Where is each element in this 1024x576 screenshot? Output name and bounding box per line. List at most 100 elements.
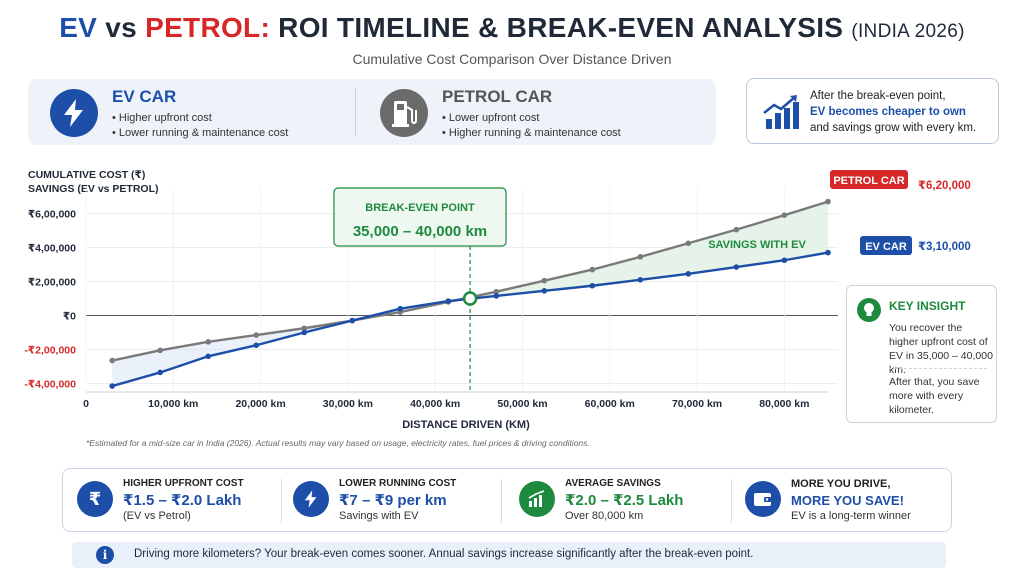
ev-series-label: EV CAR ₹3,10,000 (860, 236, 971, 255)
stat-sub: (EV vs Petrol) (123, 510, 191, 522)
ev-data-point (349, 317, 356, 324)
savings-label: SAVINGS WITH EV (708, 239, 806, 251)
stat-label: LOWER RUNNING COST (339, 478, 457, 489)
ev-data-point (589, 282, 596, 289)
y-tick-label: -₹4,00,000 (24, 379, 76, 391)
break-even-box (333, 187, 507, 247)
stat-value: MORE YOU SAVE! (791, 493, 904, 508)
ev-series-name: EV CAR (865, 241, 907, 253)
ev-data-point (781, 257, 788, 264)
petrol-data-point (825, 198, 831, 205)
petrol-label-bg (830, 170, 908, 189)
stat-upfront-cost: ₹ HIGHER UPFRONT COST ₹1.5 – ₹2.0 Lakh (… (77, 475, 277, 527)
petrol-data-point (733, 226, 740, 233)
stat-label: HIGHER UPFRONT COST (123, 478, 244, 489)
y-tick-label: ₹6,00,000 (28, 209, 76, 221)
savings-area (470, 201, 828, 299)
stat-sub: Over 80,000 km (565, 510, 644, 522)
petrol-car-summary: PETROL CAR Lower upfront cost Higher run… (380, 86, 690, 140)
break-even-marker (462, 291, 478, 306)
y-tick-label: -₹2,00,000 (24, 345, 76, 357)
banner-text: Driving more kilometers? Your break-even… (134, 548, 754, 560)
stat-value: ₹2.0 – ₹2.5 Lakh (565, 492, 684, 509)
x-tick-label: 70,000 km (672, 398, 722, 410)
grid (85, 188, 838, 393)
break-even-range: 35,000 – 40,000 km (353, 223, 487, 240)
stat-value: ₹1.5 – ₹2.0 Lakh (123, 492, 242, 509)
insight-text: You recover the higher upfront cost of E… (889, 322, 993, 376)
y-axis-title-line1: CUMULATIVE COST (₹) (28, 169, 145, 181)
y-axis-title-line2: SAVINGS (EV vs PETROL) (28, 183, 159, 195)
page-title: EV vs PETROL: ROI TIMELINE & BREAK-EVEN … (0, 12, 1024, 44)
x-tick-label: 30,000 km (323, 398, 373, 410)
x-tick-label: 0 (83, 398, 89, 410)
title-vs: vs (105, 12, 137, 43)
stat-value: ₹7 – ₹9 per km (339, 492, 447, 509)
y-tick-label: ₹4,00,000 (28, 243, 76, 255)
ev-data-point (301, 329, 308, 336)
x-tick-label: 40,000 km (410, 398, 460, 410)
stat-label: MORE YOU DRIVE, (791, 478, 891, 490)
lightbulb-icon (857, 298, 881, 322)
ev-data-point (637, 277, 644, 283)
key-insight-card: KEY INSIGHT You recover the higher upfro… (846, 285, 997, 423)
ev-end-value: ₹3,10,000 (918, 241, 971, 253)
car-comparison-panel: EV CAR Higher upfront cost Lower running… (28, 79, 716, 145)
break-even-label: BREAK-EVEN POINT (365, 202, 475, 214)
divider (281, 479, 282, 523)
insight-text: After that, you save more with every kil… (889, 376, 980, 416)
petrol-bullet: Higher running & maintenance cost (442, 127, 621, 139)
x-tick-label: 80,000 km (759, 398, 809, 410)
fuel-pump-icon (380, 89, 428, 137)
title-ev: EV (59, 12, 98, 43)
ev-data-point (157, 369, 163, 376)
upfront-gap-area (112, 298, 471, 387)
growth-chart-icon (763, 95, 799, 129)
stat-running-cost: LOWER RUNNING COST ₹7 – ₹9 per km Saving… (293, 475, 493, 527)
footnote: *Estimated for a mid-size car in India (… (86, 438, 590, 448)
y-tick-label: ₹0 (63, 311, 76, 323)
petrol-data-point (637, 254, 644, 260)
stat-sub: Savings with EV (339, 510, 419, 522)
break-even-note: After the break-even point, EV becomes c… (746, 78, 999, 144)
x-axis: 0 10,000 km 20,000 km 30,000 km 40,000 km 50,… (83, 398, 809, 410)
insight-divider (889, 368, 987, 369)
insight-title: KEY INSIGHT (889, 299, 966, 313)
y-axis: -₹4,00,000 -₹2,00,000 ₹0 ₹2,00,000 ₹4,00,000… (24, 209, 76, 391)
ev-data-point (541, 288, 548, 294)
title-petrol: PETROL: (145, 12, 271, 43)
petrol-data-point (589, 266, 596, 273)
ev-bullet: Higher upfront cost (112, 112, 212, 124)
x-tick-label: 60,000 km (585, 398, 635, 410)
ev-data-point (205, 353, 212, 360)
y-tick-label: ₹2,00,000 (28, 277, 76, 289)
petrol-data-point (541, 277, 548, 284)
cumulative-cost-chart: CUMULATIVE COST (₹) SAVINGS (EV vs PETRO… (24, 169, 971, 431)
petrol-data-point (109, 357, 115, 364)
ev-data-point (253, 342, 260, 349)
petrol-data-point (781, 212, 788, 218)
ev-data-point (685, 271, 692, 277)
x-tick-label: 50,000 km (497, 398, 547, 410)
x-tick-label: 20,000 km (235, 398, 285, 410)
petrol-data-point (301, 325, 308, 332)
petrol-bullet: Lower upfront cost (442, 112, 540, 124)
note-text: After the break-even point, EV becomes c… (810, 88, 976, 136)
ev-label-bg (860, 236, 912, 255)
petrol-data-point (685, 240, 692, 247)
petrol-car-title: PETROL CAR (442, 87, 553, 106)
ev-car-summary: EV CAR Higher upfront cost Lower running… (50, 86, 350, 140)
info-icon: i (96, 546, 114, 564)
lightning-icon (50, 89, 98, 137)
stat-label: AVERAGE SAVINGS (565, 478, 661, 489)
divider (355, 87, 356, 137)
note-line: After the break-even point, (810, 90, 946, 102)
page-subtitle: Cumulative Cost Comparison Over Distance… (352, 51, 672, 67)
wallet-icon (745, 481, 781, 517)
ev-data-point (445, 298, 452, 304)
stat-sub: EV is a long-term winner (791, 510, 911, 522)
info-banner: i Driving more kilometers? Your break-ev… (72, 542, 946, 568)
rupee-icon: ₹ (77, 481, 113, 517)
ev-bullet: Lower running & maintenance cost (112, 127, 288, 139)
bar-chart-icon (519, 481, 555, 517)
